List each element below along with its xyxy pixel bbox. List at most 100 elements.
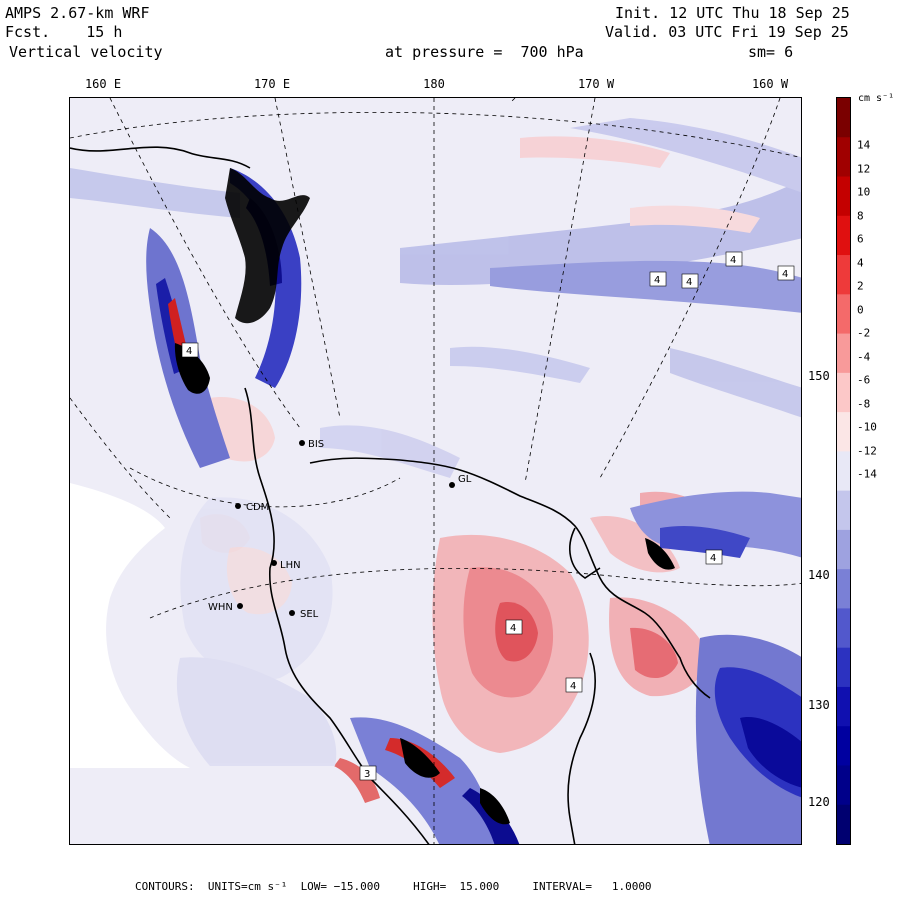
smoothing-value: sm= 6	[748, 43, 794, 61]
colorbar-swatch	[837, 98, 850, 138]
colorbar-swatch	[837, 333, 850, 374]
colorbar-swatch	[837, 215, 850, 256]
colorbar-tick-label: 4	[857, 256, 864, 269]
contour-cluster-mcmurdo	[225, 168, 310, 324]
contour-label-value: 4	[710, 553, 716, 564]
map-canvas: BIS GL CDM LHN WHN SEL 4 4 4 4 4 4	[70, 98, 801, 844]
contour-cluster-shackleton	[480, 788, 510, 825]
contour-box	[565, 677, 583, 693]
colorbar-swatch	[837, 529, 850, 570]
graticule	[70, 98, 801, 844]
lon-label-160e: 160 E	[84, 77, 122, 91]
colorbar-swatch	[837, 647, 850, 688]
colorbar-swatch	[837, 608, 850, 649]
colorbar-tick-label: -14	[857, 467, 877, 481]
contour-box	[505, 619, 523, 635]
lon-label-160w: 160 W	[751, 77, 789, 91]
contour-label-value: 3	[364, 769, 370, 780]
colorbar-swatch	[837, 176, 850, 217]
colorbar-tick-label: 8	[857, 209, 864, 222]
contour-box	[649, 271, 667, 287]
colorbar-swatch	[837, 137, 850, 178]
meridian-170w	[524, 98, 596, 484]
contour-label-value: 4	[186, 346, 192, 357]
colorbar-tick-label: 6	[857, 232, 864, 246]
contour-info-footer: CONTOURS: UNITS=cm s⁻¹ LOW= −15.000 HIGH…	[135, 880, 652, 893]
meridian-170e	[274, 98, 341, 419]
station-label-bis: BIS	[308, 439, 324, 450]
colorbar-swatch	[837, 412, 850, 452]
colorbar-tick-label: 0	[857, 303, 864, 316]
forecast-hour: Fcst. 15 h	[5, 23, 123, 41]
contour-label-value: 4	[782, 269, 788, 280]
colorbar-tick-label: -10	[857, 420, 877, 434]
coastline-east	[567, 652, 596, 844]
contour-cluster-beardmore	[400, 738, 440, 778]
colorbar-swatch	[837, 726, 850, 766]
meridian-stub	[509, 98, 516, 104]
colorbar-tick-label: -6	[857, 373, 871, 387]
model-title: AMPS 2.67-km WRF	[5, 4, 150, 22]
colorbar-swatch	[837, 255, 850, 295]
contour-box	[725, 251, 743, 267]
lon-label-180: 180	[423, 77, 445, 91]
no-data-region	[70, 483, 190, 768]
station-dot-cdm	[235, 503, 241, 509]
contour-label-value: 4	[686, 277, 692, 288]
colorbar-swatches	[837, 98, 850, 845]
init-time: Init. 12 UTC Thu 18 Sep 25	[615, 4, 850, 22]
contour-label-value: 4	[730, 255, 736, 266]
roosevelt-island	[569, 527, 601, 579]
lon-label-170e: 170 E	[253, 77, 291, 91]
station-label-gl: GL	[458, 474, 472, 485]
meridian-west	[70, 397, 171, 519]
pressure-level: at pressure = 700 hPa	[385, 43, 584, 61]
colorbar	[836, 97, 851, 845]
parallel-mid	[129, 467, 401, 508]
colorbar-swatch	[837, 804, 850, 845]
dense-contours	[174, 168, 675, 825]
contour-box	[777, 265, 795, 281]
station-dot-sel	[289, 610, 295, 616]
valid-time: Valid. 03 UTC Fri 19 Sep 25	[605, 23, 849, 41]
colorbar-swatch	[837, 765, 850, 806]
contour-labels: 4 4 4 4 4 4 3 4 4	[181, 251, 795, 781]
lon-label-170w: 170 W	[577, 77, 615, 91]
colorbar-swatch	[837, 686, 850, 727]
meridian-160w	[599, 98, 781, 479]
ocean-sinking-bands	[70, 118, 801, 478]
contour-box	[181, 342, 199, 358]
colorbar-tick-label: 14	[857, 138, 871, 152]
field-name: Vertical velocity	[9, 43, 163, 61]
contour-label-value: 4	[570, 681, 576, 692]
contour-cluster-rockefeller	[645, 538, 675, 570]
station-label-cdm: CDM	[246, 502, 269, 513]
station-label-sel: SEL	[300, 609, 319, 620]
station-dot-bis	[299, 440, 305, 446]
colorbar-swatch	[837, 372, 850, 413]
parallel-north	[70, 111, 801, 158]
station-dot-gl	[449, 482, 455, 488]
station-markers: BIS GL CDM LHN WHN SEL	[208, 439, 472, 620]
contour-box	[359, 765, 377, 781]
contour-label-value: 4	[510, 623, 516, 634]
colorbar-unit: cm s⁻¹	[858, 93, 895, 104]
meridian-160e	[109, 98, 301, 429]
contour-box	[705, 549, 723, 565]
colorbar-swatch	[837, 490, 850, 531]
station-label-whn: WHN	[208, 602, 233, 613]
vertical-velocity-map: BIS GL CDM LHN WHN SEL 4 4 4 4 4 4	[69, 97, 802, 845]
parallel-south	[149, 567, 801, 619]
contour-box	[681, 273, 699, 289]
colorbar-swatch	[837, 294, 850, 335]
colorbar-tick-label: -8	[857, 397, 871, 410]
colorbar-swatch	[837, 451, 850, 492]
coastline-north	[70, 146, 251, 169]
colorbar-swatch	[837, 569, 850, 609]
ross-ice-shelf-front	[309, 457, 711, 699]
contour-label-value: 4	[654, 275, 660, 286]
colorbar-tick-label: -12	[857, 444, 877, 457]
station-dot-whn	[237, 603, 243, 609]
colorbar-tick-label: 2	[857, 279, 864, 293]
colorbar-tick-label: -4	[857, 350, 871, 363]
